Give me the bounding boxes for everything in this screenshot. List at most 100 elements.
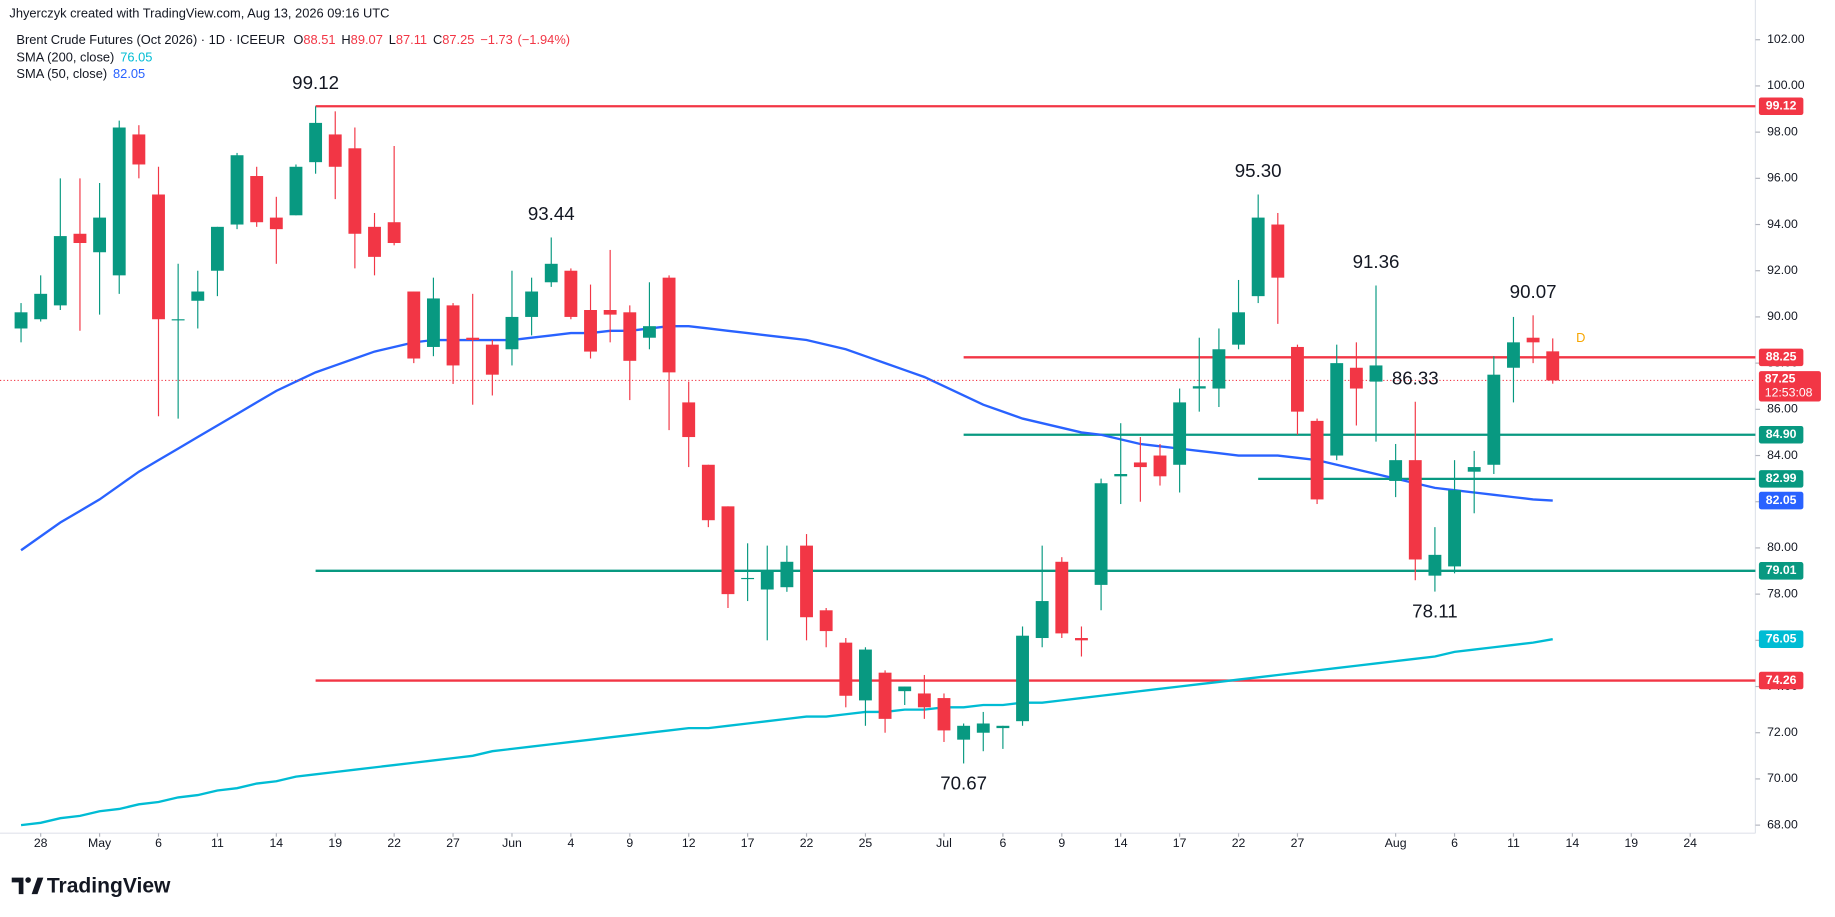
candle-body (1075, 638, 1088, 641)
candle-body (1310, 420, 1324, 500)
annotation: 90.07 (1510, 281, 1557, 302)
level-tag-box (1758, 562, 1804, 580)
x-tick-label: 12 (682, 836, 696, 850)
x-tick-label: 19 (1624, 836, 1638, 850)
legend-entry: SMA (50, close) 82.05 (16, 66, 145, 81)
x-tick-label: 6 (999, 836, 1006, 850)
x-tick-label: 27 (1291, 836, 1305, 850)
legend-name: SMA (50, close) (16, 66, 107, 81)
candle-body (407, 291, 421, 359)
sma-tag-box (1758, 491, 1804, 510)
candle-body (1507, 342, 1520, 368)
countdown: 12:53:08 (1765, 386, 1813, 400)
candle-body (14, 312, 28, 329)
ohlc-letter: O (293, 32, 303, 47)
candle-body (505, 316, 519, 350)
y-tick-label: 86.00 (1767, 402, 1798, 416)
candle-body (93, 217, 107, 253)
candle-body (937, 698, 951, 731)
candle-body (1153, 455, 1167, 477)
candle-body (1232, 312, 1245, 345)
candle-body (466, 337, 480, 341)
candle-body (800, 545, 813, 618)
candle-body (859, 649, 872, 701)
level-tag: 84.90 (1766, 427, 1797, 441)
candle-body (1448, 490, 1461, 567)
ohlc-value: 88.51 (303, 32, 335, 47)
candle-body (34, 293, 48, 320)
candle-body (623, 312, 637, 361)
candle-body (741, 577, 755, 580)
level-tag: 74.26 (1766, 673, 1797, 687)
logo-mark (11, 877, 24, 895)
candle-body (525, 291, 539, 317)
y-tick-label: 80.00 (1767, 540, 1798, 554)
y-tick-label: 78.00 (1767, 586, 1798, 600)
x-tick-label: 25 (859, 836, 873, 850)
x-tick-label: 24 (1683, 836, 1697, 850)
level-tag: 99.12 (1766, 99, 1797, 113)
sma-tag: 82.05 (1766, 493, 1797, 507)
x-tick-label: 22 (387, 836, 401, 850)
ohlc-letter: C (433, 32, 442, 47)
level-tag-box (1758, 425, 1804, 444)
x-tick-label: 17 (741, 836, 755, 850)
candle-body (309, 122, 323, 163)
candle-body (780, 561, 794, 588)
candle-body (976, 723, 990, 733)
candle-body (642, 326, 656, 338)
candle-body (230, 155, 244, 225)
candle-body (446, 305, 460, 366)
brand-logo: TradingView (11, 875, 171, 898)
candle-body (760, 571, 774, 590)
ohlc-letter: L (389, 32, 396, 47)
x-tick-label: 14 (1114, 836, 1128, 850)
candle-body (701, 464, 715, 521)
candle-body (1408, 460, 1422, 560)
candle-body (1212, 349, 1226, 389)
legend-value: 82.05 (113, 66, 145, 81)
sma-tag: 76.05 (1766, 631, 1797, 645)
x-tick-label: 6 (155, 836, 162, 850)
x-tick-label: 9 (626, 836, 633, 850)
y-tick-label: 100.00 (1767, 78, 1805, 92)
ohlc-letter: H (341, 32, 350, 47)
candle-body (996, 725, 1010, 729)
change: −1.73 (480, 32, 513, 47)
flag: D (1576, 330, 1585, 345)
logo-dot (25, 877, 31, 883)
x-tick-label: 17 (1173, 836, 1187, 850)
candle-body (662, 277, 676, 373)
x-tick-label: 6 (1451, 836, 1458, 850)
x-tick-label: May (88, 836, 112, 850)
candle-body (112, 127, 126, 276)
y-tick-label: 68.00 (1767, 817, 1798, 831)
x-tick-label: Jun (502, 836, 522, 850)
candle-body (721, 506, 735, 595)
sma-line (20, 638, 1553, 827)
ohlc-value: 87.25 (442, 32, 474, 47)
y-tick-label: 70.00 (1767, 771, 1798, 785)
y-tick-label: 90.00 (1767, 309, 1798, 323)
candle-body (1035, 601, 1049, 639)
ohlc-value: 87.11 (396, 32, 427, 47)
candle-body (387, 222, 401, 244)
credit: Jhyerczyk created with TradingView.com, … (9, 5, 389, 20)
level-tag: 88.25 (1766, 350, 1797, 364)
annotation: 86.33 (1392, 367, 1439, 388)
x-tick-label: 28 (34, 836, 48, 850)
candle-body (73, 233, 87, 244)
y-tick-label: 96.00 (1767, 171, 1798, 185)
candle-body (1487, 374, 1501, 465)
candle-body (682, 402, 696, 438)
y-tick-label: 98.00 (1767, 124, 1798, 138)
logo-slash (31, 877, 44, 895)
level-tag-box (1758, 470, 1804, 488)
candle-body (898, 686, 912, 692)
level-tag: 79.01 (1766, 563, 1797, 577)
candle-body (485, 344, 499, 375)
x-tick-label: Jul (936, 836, 952, 850)
